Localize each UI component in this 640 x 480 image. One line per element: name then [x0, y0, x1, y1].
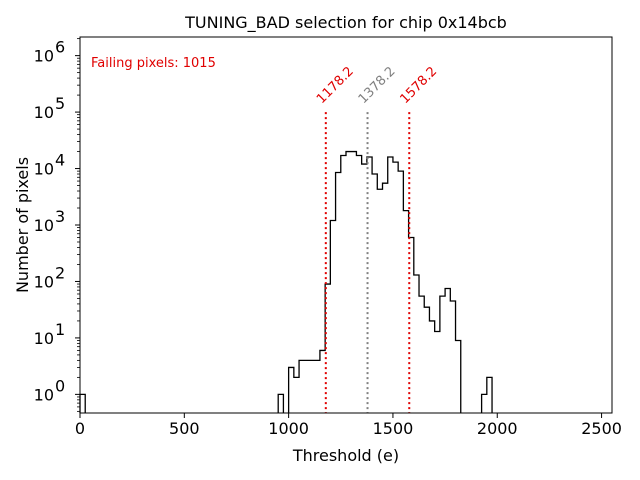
histogram-bin: [315, 360, 320, 413]
y-tick-label: 10: [34, 216, 54, 235]
x-tick-label: 1500: [373, 419, 414, 438]
histogram-bin: [456, 341, 461, 414]
chart-title: TUNING_BAD selection for chip 0x14bcb: [184, 13, 507, 33]
histogram-bin: [341, 156, 346, 413]
y-tick-label: 10: [34, 103, 54, 122]
y-tick-label-exponent: 0: [55, 376, 65, 395]
histogram-bin: [320, 350, 325, 413]
y-tick-label: 10: [34, 47, 54, 66]
y-tick-label: 10: [34, 272, 54, 291]
histogram-series-outline: [79, 150, 493, 413]
y-tick-label-exponent: 1: [55, 320, 65, 339]
y-tick-label: 10: [34, 160, 54, 179]
y-tick-label-exponent: 5: [55, 94, 65, 113]
x-tick-label: 500: [169, 419, 200, 438]
histogram-bin: [346, 152, 351, 413]
histogram-bin: [278, 394, 283, 413]
y-tick-label: 10: [34, 385, 54, 404]
histogram-bin: [362, 164, 367, 413]
histogram-bin: [393, 162, 398, 413]
y-tick-label-exponent: 6: [55, 38, 65, 57]
y-tick-label: 10: [34, 329, 54, 348]
histogram-bin: [336, 173, 341, 413]
histogram-bin: [429, 321, 434, 413]
histogram-bin: [309, 360, 314, 413]
histogram-bin: [294, 377, 299, 413]
histogram-bin: [377, 189, 382, 413]
histogram-bin: [419, 296, 424, 413]
histogram-bin: [424, 307, 429, 413]
y-axis-title: Number of pixels: [13, 157, 32, 293]
histogram-bin: [487, 377, 492, 413]
histogram-bin: [304, 360, 309, 413]
y-tick-label-exponent: 2: [55, 263, 65, 282]
failing-pixels-annotation: Failing pixels: 1015: [91, 56, 216, 71]
histogram-bin: [398, 171, 403, 413]
histogram-bin: [388, 157, 393, 413]
x-tick-label: 2500: [581, 419, 622, 438]
x-tick-label: 0: [75, 419, 85, 438]
y-tick-label-exponent: 4: [55, 151, 65, 170]
histogram-bin: [383, 183, 388, 413]
histogram-bin: [414, 275, 419, 413]
histogram-bin: [356, 156, 361, 413]
y-tick-label-exponent: 3: [55, 207, 65, 226]
histogram-bin: [450, 301, 455, 413]
histogram-bin: [80, 394, 85, 413]
x-tick-label: 2000: [477, 419, 518, 438]
histogram-bin: [372, 174, 377, 413]
x-axis-title: Threshold (e): [292, 446, 399, 465]
histogram-bin: [330, 221, 335, 413]
histogram-bin: [440, 296, 445, 413]
histogram-bin: [351, 152, 356, 413]
histogram-bin: [445, 289, 450, 413]
histogram-bin: [482, 394, 487, 413]
x-tick-label: 1000: [268, 419, 309, 438]
histogram-bin: [367, 157, 372, 413]
histogram-bin: [299, 360, 304, 413]
histogram-bin: [403, 211, 408, 413]
histogram-bin: [435, 331, 440, 413]
histogram-bin: [289, 367, 294, 413]
